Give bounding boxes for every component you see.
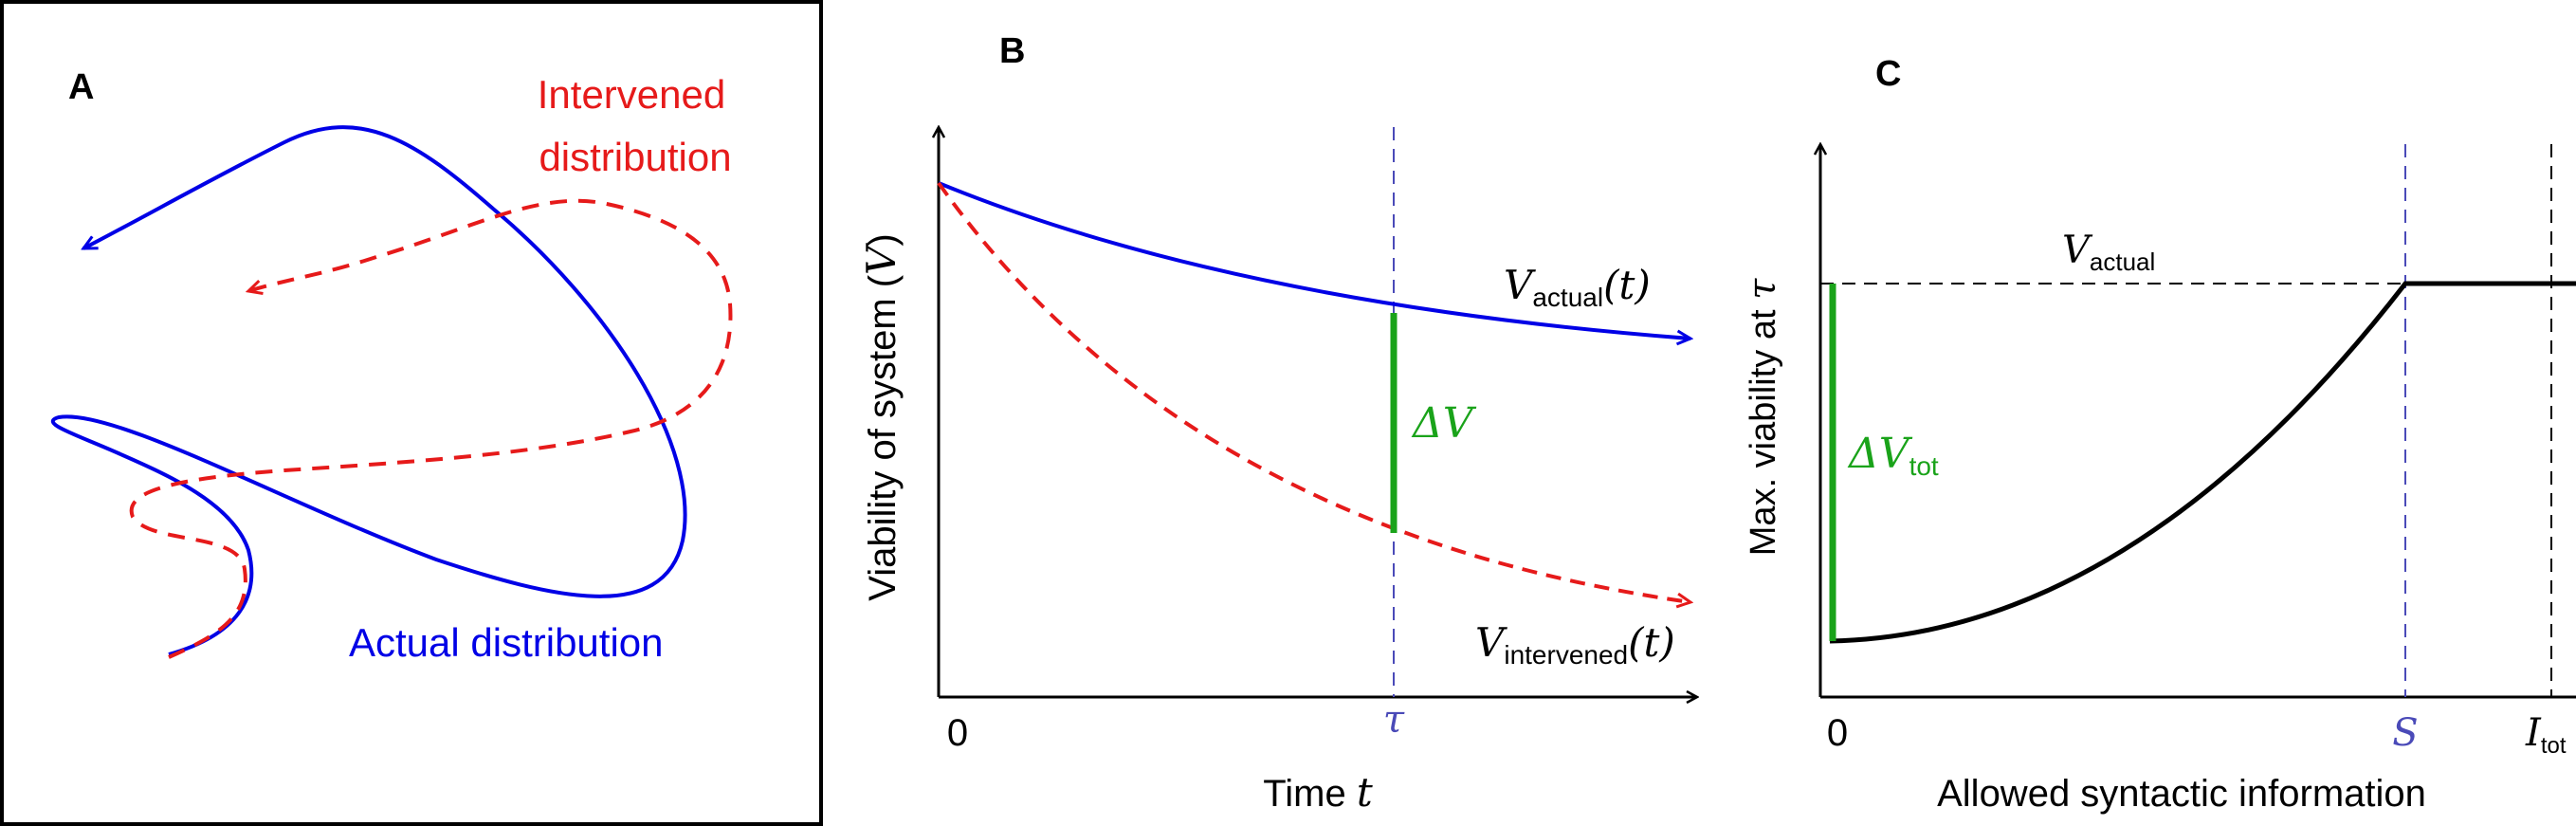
delta-v-tot-var: ΔV bbox=[1847, 430, 1913, 478]
panel-b-x-label: Time t bbox=[1263, 769, 1373, 816]
v-actual-curve bbox=[938, 181, 1690, 339]
v-intervened-var: V bbox=[1475, 619, 1507, 666]
panel-b-y-label-text: Viability of system ( bbox=[862, 274, 904, 600]
v-intervened-curve bbox=[937, 181, 1690, 602]
panel-c-zero-tick: 0 bbox=[1827, 712, 1848, 754]
v-intervened-label: Vintervened(t) bbox=[1475, 619, 1675, 670]
panel-a: A Intervened distribution Actual distrib… bbox=[0, 0, 823, 826]
v-intervened-sub: intervened bbox=[1504, 640, 1628, 670]
v-actual-arg: (t) bbox=[1603, 262, 1651, 308]
v-actual-sub: actual bbox=[1532, 283, 1603, 312]
panel-c-y-label-text: Max. viability at bbox=[1744, 300, 1783, 556]
max-viability-curve bbox=[1829, 281, 2576, 644]
panel-a-frame bbox=[0, 0, 823, 826]
actual-distribution-label: Actual distribution bbox=[349, 620, 664, 665]
v-actual-label: Vactual(t) bbox=[1504, 262, 1651, 312]
delta-v-tot-label: ΔVtot bbox=[1847, 430, 1939, 481]
intervened-distribution-curve bbox=[129, 198, 733, 659]
panel-c-v-actual-var: V bbox=[2062, 229, 2093, 272]
panel-b-letter: B bbox=[999, 31, 1025, 71]
panel-b: B ΔV Vactual(t) Vintervened(t) 0 τ Time … bbox=[858, 31, 1697, 816]
v-intervened-arg: (t) bbox=[1628, 619, 1675, 666]
delta-v-label: ΔV bbox=[1411, 399, 1477, 448]
panel-c: C ΔVtot Vactual 0 S Itot Allowed syntact… bbox=[1741, 54, 2576, 815]
panel-a-letter: A bbox=[68, 67, 94, 107]
panel-b-y-label-var: V bbox=[858, 243, 904, 275]
panel-b-zero-tick: 0 bbox=[947, 712, 968, 754]
panel-c-letter: C bbox=[1875, 54, 1901, 94]
panel-c-y-label: Max. viability at τ bbox=[1741, 278, 1784, 556]
panel-b-x-label-var: t bbox=[1357, 769, 1373, 816]
panel-b-x-label-text: Time bbox=[1263, 773, 1357, 815]
panel-c-s-tick: S bbox=[2392, 711, 2418, 755]
intervened-label-line2: distribution bbox=[539, 135, 731, 179]
panel-b-y-label-close: ) bbox=[862, 233, 904, 246]
panel-c-v-actual-label: Vactual bbox=[2062, 229, 2155, 276]
panel-b-y-label: Viability of system (V) bbox=[858, 233, 904, 600]
panel-c-itot-var: I bbox=[2525, 711, 2542, 755]
panel-c-v-actual-sub: actual bbox=[2090, 248, 2155, 276]
intervened-label-line1: Intervened bbox=[538, 72, 725, 117]
panel-c-itot-tick: Itot bbox=[2525, 711, 2567, 759]
panel-c-x-label: Allowed syntactic information bbox=[1937, 773, 2426, 815]
actual-distribution-curve bbox=[50, 125, 687, 656]
v-actual-var: V bbox=[1504, 262, 1536, 308]
panel-c-itot-sub: tot bbox=[2541, 733, 2567, 759]
panel-c-y-label-var: τ bbox=[1741, 278, 1784, 300]
panel-b-tau-tick: τ bbox=[1383, 698, 1405, 742]
delta-v-tot-sub: tot bbox=[1909, 451, 1939, 481]
